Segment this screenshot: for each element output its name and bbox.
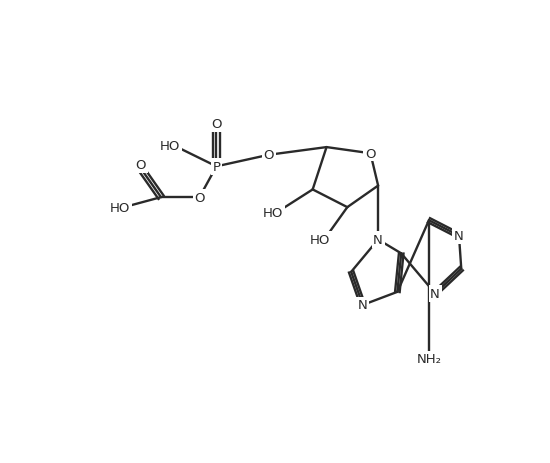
Text: P: P — [212, 161, 221, 174]
Text: O: O — [365, 147, 376, 160]
Text: N: N — [373, 233, 383, 246]
Text: N: N — [430, 287, 440, 300]
Text: N: N — [358, 299, 367, 312]
Text: HO: HO — [262, 206, 283, 219]
Text: O: O — [211, 118, 222, 131]
Text: NH₂: NH₂ — [416, 352, 442, 366]
Text: HO: HO — [310, 233, 331, 246]
Text: HO: HO — [110, 201, 130, 214]
Text: O: O — [263, 149, 274, 162]
Text: O: O — [136, 159, 146, 172]
Text: O: O — [194, 191, 205, 204]
Text: HO: HO — [160, 140, 180, 153]
Text: N: N — [454, 230, 464, 243]
